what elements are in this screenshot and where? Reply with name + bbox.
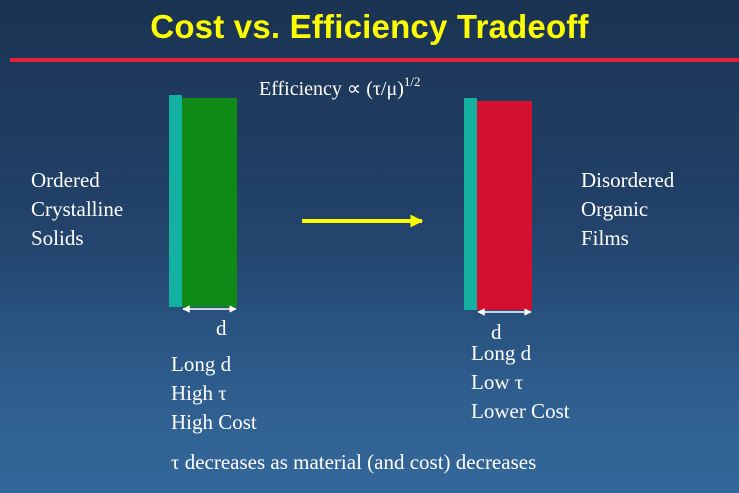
ordered-solids-label: Ordered Crystalline Solids: [31, 166, 123, 253]
property-line: Long d: [471, 341, 532, 365]
property-line: High τ: [171, 381, 227, 405]
slide-title: Cost vs. Efficiency Tradeoff: [150, 8, 589, 45]
formula-exponent: 1/2: [403, 74, 421, 89]
tradeoff-caption: τ decreases as material (and cost) decre…: [171, 450, 537, 474]
disordered-films-label: Disordered Organic Films: [581, 166, 674, 253]
left-thickness-label: d: [216, 316, 227, 340]
property-line: High Cost: [171, 410, 257, 434]
right-label-line: Films: [581, 226, 629, 250]
efficiency-formula: Efficiency ∝ (τ/μ)1/2: [259, 74, 421, 101]
left-label-line: Solids: [31, 226, 84, 250]
left-label-line: Ordered: [31, 168, 100, 192]
title-underline: [10, 58, 739, 62]
right-label-line: Disordered: [581, 168, 675, 192]
property-line: Low τ: [471, 370, 524, 394]
property-line: Lower Cost: [471, 399, 570, 423]
formula-lhs: Efficiency: [259, 78, 347, 100]
left-label-line: Crystalline: [31, 197, 124, 221]
property-line: Long d: [171, 352, 232, 376]
organic-properties: Long d Low τ Lower Cost: [471, 339, 570, 426]
right-thickness-label: d: [491, 320, 502, 344]
formula-ratio: (τ/μ): [361, 78, 404, 100]
right-electrode: [464, 98, 477, 310]
right-label-line: Organic: [581, 197, 649, 221]
crystalline-slab: [182, 98, 237, 307]
organic-film-slab: [477, 101, 532, 310]
proportional-symbol: ∝: [346, 78, 362, 100]
left-electrode: [169, 95, 182, 307]
crystalline-properties: Long d High τ High Cost: [171, 350, 257, 437]
